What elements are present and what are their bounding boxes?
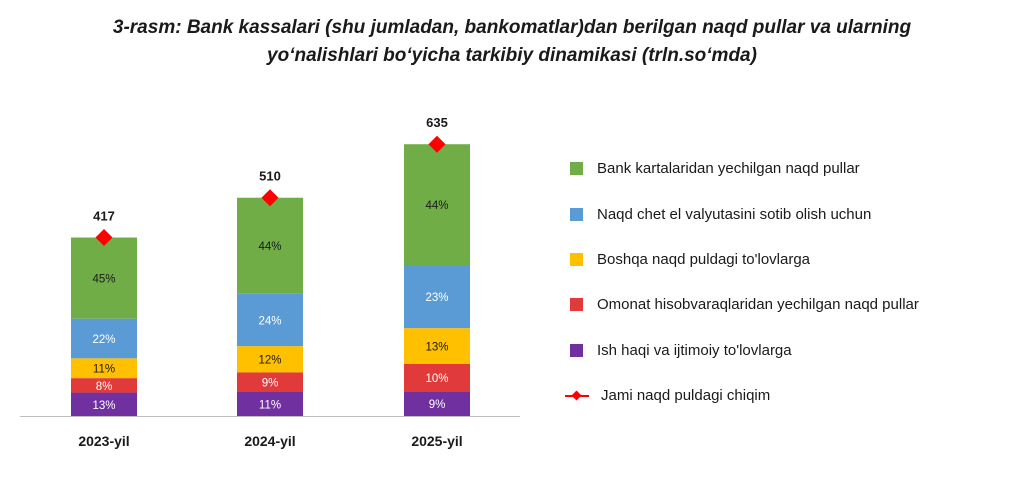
- legend-label: Ish haqi va ijtimoiy to'lovlarga: [597, 341, 792, 359]
- total-marker: [428, 135, 446, 153]
- bar-segment-red: [71, 378, 137, 393]
- legend-item: Naqd chet el valyutasini sotib olish uch…: [565, 191, 919, 236]
- legend-swatch-green: [570, 162, 583, 176]
- x-axis-tick-label: 2025-yil: [411, 433, 462, 449]
- bar-segment-blue: [71, 318, 137, 359]
- bar-segment-yellow: [404, 328, 470, 364]
- bar-segment-red: [237, 372, 303, 392]
- bar-segment-green: [404, 144, 470, 266]
- bar-segment-blue: [237, 293, 303, 347]
- bar-segment-purple: [237, 391, 303, 416]
- bar-segment-label: 22%: [92, 334, 115, 346]
- legend-swatch-yellow: [570, 252, 583, 266]
- bar-segment-red: [404, 363, 470, 392]
- bar-segment-label: 45%: [92, 274, 115, 286]
- bar-segment-blue: [404, 265, 470, 329]
- bar-segment-label: 9%: [429, 399, 446, 411]
- bar-segment-label: 8%: [96, 381, 113, 393]
- chart-title-line-2: yo‘nalishlari bo‘yicha tarkibiy dinamika…: [267, 45, 757, 66]
- bar-segment-label: 13%: [92, 400, 115, 412]
- legend-label: Jami naqd puldagi chiqim: [601, 387, 771, 405]
- bar-segment-label: 11%: [259, 399, 281, 411]
- legend-label: Bank kartalaridan yechilgan naqd pullar: [597, 160, 860, 178]
- chart-legend: Bank kartalaridan yechilgan naqd pullar …: [565, 146, 919, 418]
- legend-label: Omonat hisobvaraqlaridan yechilgan naqd …: [597, 296, 919, 314]
- bar-segment-label: 11%: [93, 364, 115, 376]
- legend-item: Omonat hisobvaraqlaridan yechilgan naqd …: [565, 282, 919, 327]
- total-value-label: 510: [259, 169, 281, 184]
- x-axis-tick-label: 2023-yil: [78, 433, 129, 449]
- bar-segment-label: 13%: [425, 341, 448, 353]
- total-marker: [261, 189, 279, 207]
- chart-title-line-1: 3-rasm: Bank kassalari (shu jumladan, ba…: [112, 17, 912, 38]
- bar-segment-purple: [404, 391, 470, 416]
- bar-segment-green: [237, 197, 303, 294]
- bar-segment-green: [71, 237, 137, 319]
- bar-segment-yellow: [71, 358, 137, 379]
- bar-segment-label: 44%: [258, 241, 281, 253]
- total-marker: [95, 229, 113, 247]
- legend-swatch-red: [570, 298, 583, 312]
- bar-segment-label: 9%: [262, 378, 279, 390]
- bar-segment-purple: [71, 392, 137, 416]
- total-value-label: 635: [426, 115, 448, 130]
- legend-label: Boshqa naqd puldagi to'lovlarga: [597, 250, 811, 268]
- legend-item: Ish haqi va ijtimoiy to'lovlarga: [565, 328, 919, 373]
- bar-segment-label: 24%: [258, 315, 281, 327]
- bar-segment-label: 23%: [425, 292, 448, 304]
- chart-title: 3-rasm: Bank kassalari (shu jumladan, ba…: [0, 14, 1024, 70]
- legend-line-marker-icon: [565, 389, 589, 402]
- legend-label: Naqd chet el valyutasini sotib olish uch…: [597, 205, 872, 223]
- legend-item: Bank kartalaridan yechilgan naqd pullar: [565, 146, 919, 191]
- total-value-label: 417: [93, 209, 115, 224]
- legend-swatch-purple: [570, 343, 583, 357]
- bar-segment-yellow: [237, 346, 303, 373]
- bar-segment-label: 12%: [258, 355, 281, 367]
- legend-item: Jami naqd puldagi chiqim: [565, 373, 919, 418]
- x-axis-tick-label: 2024-yil: [244, 433, 295, 449]
- stacked-bar-chart: 13% 8% 11% 22% 45% 417 2023-yil 11% 9% 12% 24% 44% 5…: [20, 115, 520, 449]
- legend-item: Boshqa naqd puldagi to'lovlarga: [565, 237, 919, 282]
- bar-segment-label: 44%: [425, 200, 448, 212]
- legend-swatch-blue: [570, 207, 583, 221]
- bar-segment-label: 10%: [425, 373, 448, 385]
